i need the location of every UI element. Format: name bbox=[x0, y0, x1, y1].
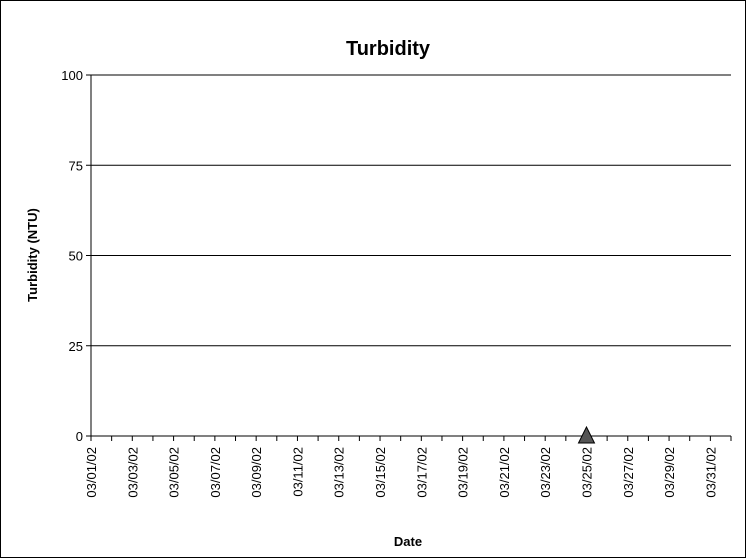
x-axis-label: Date bbox=[394, 534, 422, 549]
x-tick-label: 03/01/02 bbox=[84, 447, 99, 498]
x-tick-label: 03/03/02 bbox=[125, 447, 140, 498]
y-tick-label: 75 bbox=[69, 158, 83, 173]
x-tick-label: 03/17/02 bbox=[414, 447, 429, 498]
y-tick-label: 25 bbox=[69, 339, 83, 354]
y-axis-ticks: 0 25 50 75 100 bbox=[61, 68, 91, 444]
x-tick-label: 03/05/02 bbox=[167, 447, 182, 498]
y-axis-label: Turbidity (NTU) bbox=[25, 208, 40, 302]
x-tick-label: 03/25/02 bbox=[579, 447, 594, 498]
x-tick-label: 03/29/02 bbox=[662, 447, 677, 498]
x-tick-label: 03/15/02 bbox=[373, 447, 388, 498]
x-axis-ticks: 03/01/02 03/03/02 03/05/02 03/07/02 03/09/02… bbox=[84, 436, 732, 498]
x-tick-label: 03/31/02 bbox=[703, 447, 718, 498]
grid-lines bbox=[91, 74, 731, 347]
x-tick-label: 03/11/02 bbox=[290, 447, 305, 497]
data-points bbox=[577, 425, 596, 444]
x-tick-label: 03/09/02 bbox=[249, 447, 264, 498]
x-tick-label: 03/13/02 bbox=[332, 447, 347, 498]
y-tick-label: 0 bbox=[76, 429, 83, 444]
x-tick-label: 03/27/02 bbox=[621, 447, 636, 498]
data-point-marker bbox=[577, 425, 596, 444]
y-tick-label: 50 bbox=[69, 249, 83, 264]
chart-title: Turbidity bbox=[346, 38, 431, 60]
y-tick-label: 100 bbox=[61, 68, 83, 83]
x-tick-label: 03/23/02 bbox=[538, 447, 553, 498]
x-tick-label: 03/19/02 bbox=[456, 447, 471, 498]
x-tick-label: 03/21/02 bbox=[497, 447, 512, 498]
x-tick-label: 03/07/02 bbox=[208, 447, 223, 498]
